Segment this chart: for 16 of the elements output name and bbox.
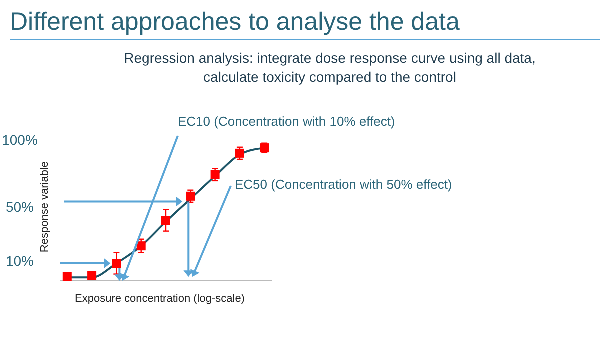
point xyxy=(235,148,244,158)
y-axis-title: Response variable xyxy=(39,161,51,253)
point xyxy=(136,242,146,251)
point xyxy=(62,272,72,282)
text: EC10 (Concentration with 10% effect) xyxy=(178,114,396,129)
chart-title: Different approaches to analyse the data xyxy=(10,8,460,36)
y-tick-label: 50% xyxy=(6,199,34,216)
text: Regression analysis: integrate dose response curve using all data, calculate toxicity compared to the control xyxy=(124,50,536,85)
point xyxy=(210,170,220,180)
x-axis-title: Exposure concentration (log-scale) xyxy=(75,293,245,305)
y-tick-label: 100% xyxy=(2,132,38,148)
y-tick-label: 10% xyxy=(6,252,34,269)
annotation: EC50 (Concentration with 50% effect) xyxy=(235,177,452,192)
point xyxy=(186,192,196,201)
point xyxy=(112,259,122,268)
point xyxy=(162,216,170,226)
